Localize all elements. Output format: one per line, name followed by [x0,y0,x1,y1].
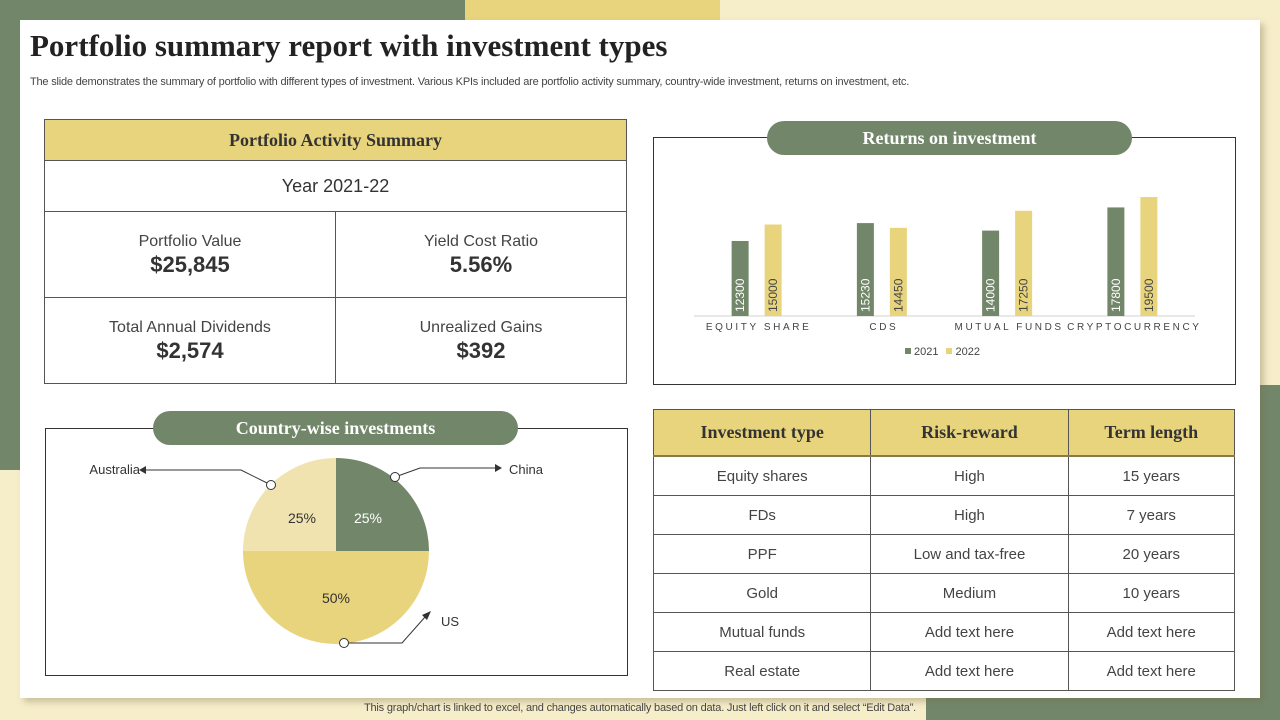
returns-chart-box[interactable] [653,137,1236,385]
page-subtitle: The slide demonstrates the summary of po… [30,76,910,88]
column-header-investment-type: Investment type [652,409,872,457]
portfolio-summary-heading: Portfolio Activity Summary [45,120,626,161]
table-row: PPF Low and tax-free 20 years [652,534,1236,574]
kpi-portfolio-value: Portfolio Value $25,845 [45,212,336,298]
cell-risk-reward: Medium [870,573,1069,613]
cell-investment-type: Equity shares [652,455,872,496]
cell-investment-type: Mutual funds [652,612,872,652]
kpi-total-annual-dividends: Total Annual Dividends $2,574 [45,298,336,383]
column-header-term-length: Term length [1067,409,1236,457]
table-row: Mutual funds Add text here Add text here [652,612,1236,652]
legend-item-2022: 2022 [946,346,980,358]
legend-swatch-2021 [905,348,911,355]
portfolio-activity-summary: Portfolio Activity Summary Year 2021-22 … [44,119,627,384]
page-title: Portfolio summary report with investment… [30,28,668,63]
category-label: CRYPTOCURRENCY [1067,322,1202,333]
kpi-value: $2,574 [156,337,224,363]
cell-term-length: 7 years [1067,495,1236,535]
country-chart-box[interactable] [45,428,628,676]
background-yellow-band [465,0,720,22]
table-row: Real estate Add text here Add text here [652,651,1236,691]
kpi-value: 5.56% [449,251,513,277]
category-label: MUTUAL FUNDS [954,322,1064,333]
table-row: FDs High 7 years [652,495,1236,535]
cell-risk-reward: High [870,495,1069,535]
kpi-label: Yield Cost Ratio [423,232,539,250]
chart-legend: 2021 2022 [905,346,980,358]
cell-risk-reward: Add text here [870,651,1069,691]
country-chart-title: Country-wise investments [153,411,518,445]
legend-label: 2021 [914,346,939,358]
portfolio-summary-year: Year 2021-22 [45,161,626,212]
kpi-label: Unrealized Gains [419,318,543,336]
kpi-label: Total Annual Dividends [109,318,271,336]
cell-term-length: 20 years [1067,534,1236,574]
table-row: Equity shares High 15 years [652,455,1236,496]
kpi-unrealized-gains: Unrealized Gains $392 [336,298,626,383]
footer-note: This graph/chart is linked to excel, and… [364,702,916,714]
cell-term-length: 15 years [1067,455,1236,496]
cell-investment-type: FDs [652,495,872,535]
legend-label: 2022 [955,346,980,358]
table-header-row: Investment type Risk-reward Term length [652,409,1236,457]
kpi-yield-cost-ratio: Yield Cost Ratio 5.56% [336,212,626,298]
kpi-label: Portfolio Value [138,232,242,250]
cell-term-length: Add text here [1067,651,1236,691]
kpi-value: $392 [456,337,506,363]
cell-risk-reward: High [870,455,1069,496]
investment-types-table: Investment type Risk-reward Term length … [652,409,1236,691]
cell-risk-reward: Low and tax-free [870,534,1069,574]
kpi-value: $25,845 [150,251,230,277]
legend-item-2021: 2021 [905,346,938,358]
cell-term-length: 10 years [1067,573,1236,613]
returns-chart-title: Returns on investment [767,121,1132,155]
category-label: CDS [869,322,899,333]
cell-term-length: Add text here [1067,612,1236,652]
table-row: Gold Medium 10 years [652,573,1236,613]
cell-risk-reward: Add text here [870,612,1069,652]
legend-swatch-2022 [946,348,953,355]
cell-investment-type: Gold [652,573,872,613]
cell-investment-type: Real estate [652,651,872,691]
cell-investment-type: PPF [652,534,872,574]
category-label: EQUITY SHARE [705,322,812,333]
column-header-risk-reward: Risk-reward [870,409,1069,457]
